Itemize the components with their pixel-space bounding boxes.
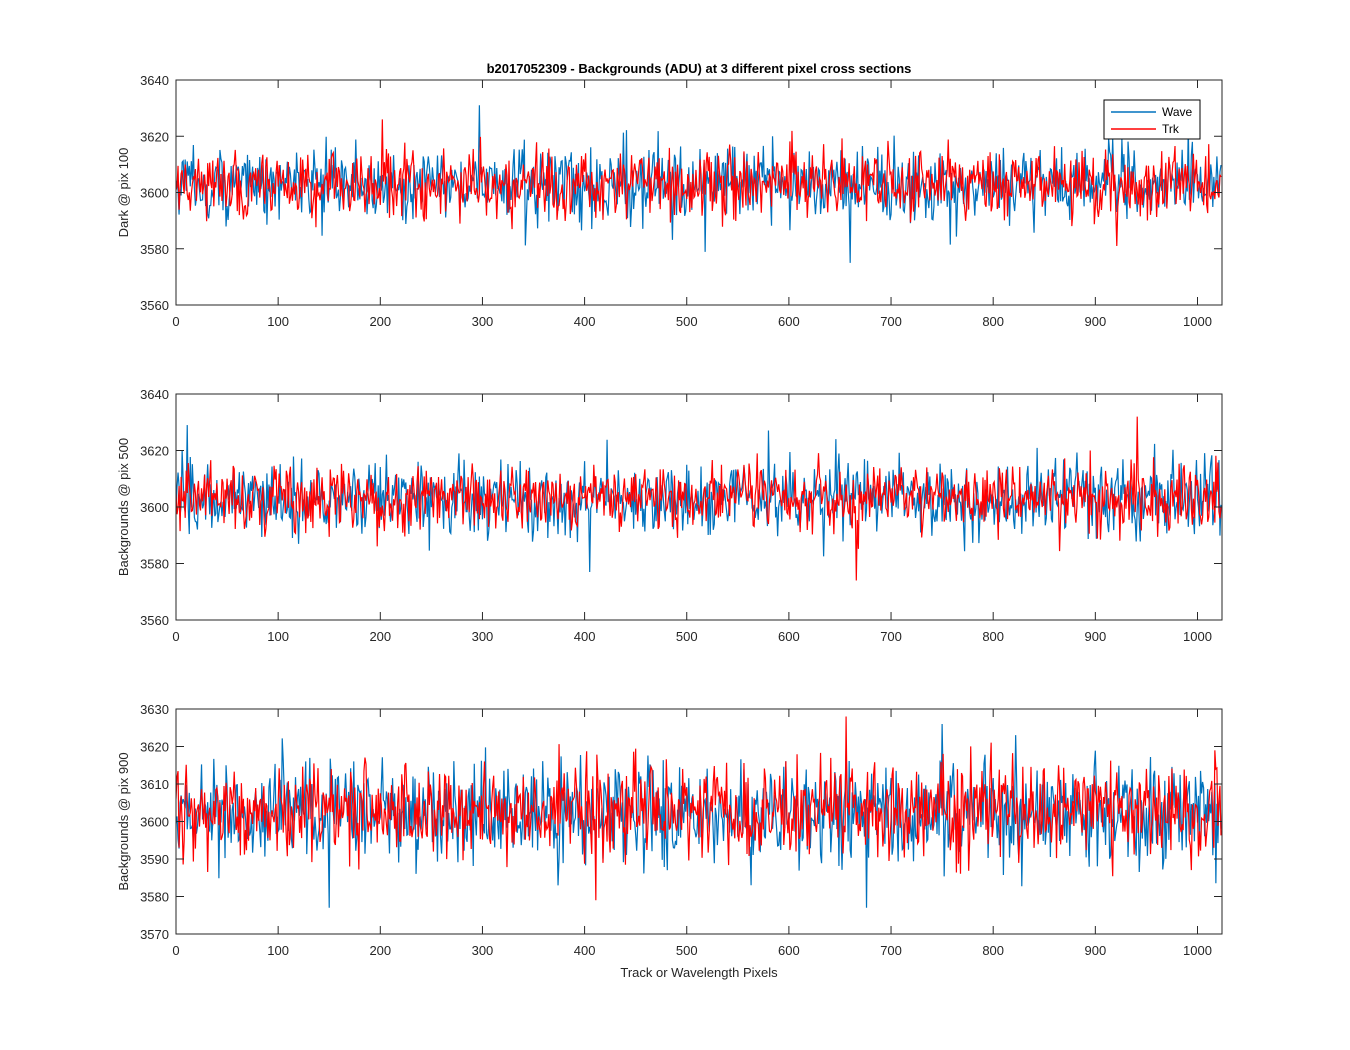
y-tick-label: 3570: [140, 927, 169, 942]
chart-title: b2017052309 - Backgrounds (ADU) at 3 dif…: [487, 61, 912, 76]
y-tick-label: 3560: [140, 298, 169, 313]
y-tick-label: 3610: [140, 777, 169, 792]
x-tick-label: 300: [472, 314, 494, 329]
y-tick-label: 3600: [140, 186, 169, 201]
x-tick-label: 200: [369, 629, 391, 644]
x-tick-label: 400: [574, 629, 596, 644]
x-tick-label: 700: [880, 943, 902, 958]
x-tick-label: 0: [172, 314, 179, 329]
x-tick-label: 100: [267, 314, 289, 329]
x-tick-label: 700: [880, 629, 902, 644]
y-tick-label: 3600: [140, 500, 169, 515]
panel-3: 0 100 200 300 400 500 600 700 800 900 1000 3570 3580…: [116, 702, 1223, 958]
y-tick-label: 3600: [140, 815, 169, 830]
legend-entry-trk: Trk: [1162, 122, 1180, 136]
x-tick-label: 100: [267, 943, 289, 958]
x-tick-label: 300: [472, 629, 494, 644]
x-tick-label: 900: [1084, 314, 1106, 329]
x-tick-label: 1000: [1183, 629, 1212, 644]
x-axis-label: Track or Wavelength Pixels: [620, 965, 778, 980]
y-tick-label: 3580: [140, 890, 169, 905]
x-tick-label: 900: [1084, 943, 1106, 958]
x-tick-label: 800: [982, 314, 1004, 329]
x-tick-label: 1000: [1183, 314, 1212, 329]
x-tick-label: 600: [778, 314, 800, 329]
y-axis-label-panel-3: Backgrounds @ pix 900: [116, 752, 131, 890]
panels: 0 100 200 300 400 500 600 700 800 900 100035603580…: [116, 73, 1223, 958]
x-tick-label: 1000: [1183, 943, 1212, 958]
y-tick-label: 3620: [140, 444, 169, 459]
y-tick-label: 3560: [140, 613, 169, 628]
x-tick-label: 100: [267, 629, 289, 644]
legend: Wave Trk: [1103, 99, 1201, 140]
y-tick-label: 3620: [140, 129, 169, 144]
y-tick-label: 3580: [140, 557, 169, 572]
x-tick-label: 400: [574, 943, 596, 958]
x-tick-label: 300: [472, 943, 494, 958]
x-tick-label: 400: [574, 314, 596, 329]
x-tick-label: 600: [778, 629, 800, 644]
x-tick-label: 500: [676, 943, 698, 958]
x-tick-label: 800: [982, 943, 1004, 958]
y-tick-label: 3590: [140, 852, 169, 867]
series-line-trk-panel-1: [176, 119, 1222, 246]
x-tick-label: 200: [369, 943, 391, 958]
x-tick-label: 0: [172, 943, 179, 958]
y-axis-label-panel-2: Backgrounds @ pix 500: [116, 438, 131, 576]
x-tick-label: 200: [369, 314, 391, 329]
panel-2: 0 100 200 300 400 500 600 700 800 900 1000 3560 3580…: [116, 387, 1223, 644]
x-tick-label: 600: [778, 943, 800, 958]
x-tick-label: 0: [172, 629, 179, 644]
y-tick-label: 3640: [140, 73, 169, 88]
legend-entry-wave: Wave: [1162, 105, 1193, 119]
legend-box: [1103, 99, 1201, 140]
x-tick-label: 800: [982, 629, 1004, 644]
x-tick-label: 500: [676, 629, 698, 644]
y-tick-label: 3630: [140, 702, 169, 717]
y-tick-label: 3620: [140, 740, 169, 755]
series-line-trk-panel-3: [176, 716, 1222, 901]
series-line-trk-panel-2: [176, 416, 1222, 581]
panel-1: 0 100 200 300 400 500 600 700 800 900 1000 3560 3580…: [116, 73, 1223, 329]
y-tick-label: 3640: [140, 387, 169, 402]
y-axis-label-panel-1: Dark @ pix 100: [116, 148, 131, 238]
x-tick-label: 700: [880, 314, 902, 329]
x-tick-label: 500: [676, 314, 698, 329]
x-tick-label: 900: [1084, 629, 1106, 644]
y-tick-label: 3580: [140, 242, 169, 257]
